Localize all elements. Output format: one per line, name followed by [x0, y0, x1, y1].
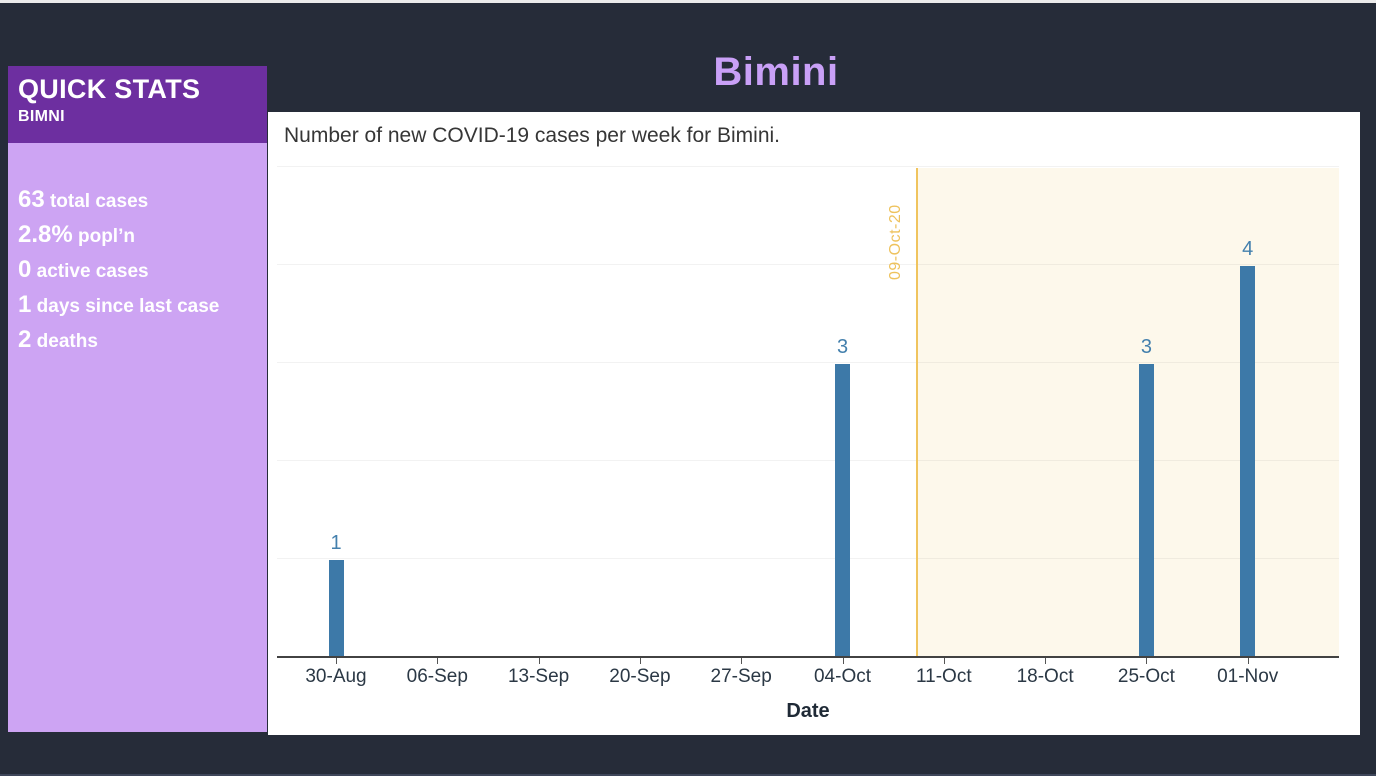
x-tick	[639, 658, 641, 664]
stat-population-pct: 2.8% popl’n	[18, 221, 135, 248]
x-tick-label: 25-Oct	[1117, 666, 1175, 687]
stat-deaths: 2 deaths	[18, 326, 98, 353]
x-tick	[336, 658, 337, 664]
bar-value-label: 3	[836, 336, 849, 358]
x-axis-title: Date	[786, 700, 830, 722]
x-tick	[538, 658, 540, 664]
x-tick-label: 20-Sep	[609, 666, 671, 687]
quick-stats-body: 63 total cases 2.8% popl’n 0 active case…	[8, 143, 267, 732]
x-tick-label: 04-Oct	[813, 666, 872, 687]
quick-stats-panel: QUICK STATS BIMNI 63 total cases 2.8% po…	[8, 66, 267, 732]
x-tick	[741, 658, 743, 664]
gridline	[277, 558, 1339, 559]
stat-active-cases: 0 active cases	[18, 256, 149, 283]
bar-25-Oct[interactable]	[1138, 364, 1154, 656]
annotation-label: 09-Oct-20	[887, 204, 904, 280]
x-tick	[842, 658, 844, 664]
annotation-line	[916, 168, 918, 656]
x-tick	[1247, 658, 1249, 664]
x-tick-label: 06-Sep	[406, 666, 468, 687]
chart-card: Number of new COVID-19 cases per week fo…	[268, 112, 1360, 735]
quick-stats-header: QUICK STATS BIMNI	[8, 66, 267, 143]
gridline	[277, 166, 1339, 167]
x-axis-line	[277, 656, 1339, 658]
bar-30-Aug[interactable]	[328, 560, 344, 656]
x-tick-label: 13-Sep	[507, 666, 570, 687]
x-tick	[1146, 658, 1148, 664]
x-tick-label: 11-Oct	[915, 666, 972, 687]
bar-value-label: 4	[1242, 238, 1254, 260]
bar-value-label: 3	[1140, 336, 1152, 358]
gridline	[277, 264, 1339, 265]
gridline	[277, 362, 1339, 363]
quick-stats-subtitle: BIMNI	[18, 108, 65, 125]
top-edge-strip	[0, 0, 1376, 3]
bar-value-label: 1	[330, 532, 342, 554]
plot-area: 1 3 3 4 09-Oct-20	[277, 166, 1339, 664]
x-tick	[1045, 658, 1047, 664]
x-tick-label: 27-Sep	[710, 666, 772, 687]
gridline	[277, 460, 1339, 461]
bottom-edge-strip	[0, 774, 1376, 776]
chart-title: Number of new COVID-19 cases per week fo…	[284, 124, 781, 147]
bar-04-Oct[interactable]	[835, 364, 850, 656]
x-tick	[437, 658, 439, 664]
stat-total-cases: 63 total cases	[18, 186, 149, 213]
x-tick-label: 30-Aug	[305, 666, 367, 687]
quick-stats-title: QUICK STATS	[18, 74, 201, 104]
page-title: Bimini	[713, 50, 839, 94]
x-tick-label: 01-Nov	[1217, 666, 1279, 687]
x-tick	[943, 658, 945, 664]
annotation-shaded-region	[918, 168, 1339, 656]
x-tick-label: 18-Oct	[1016, 666, 1074, 687]
bar-01-Nov[interactable]	[1240, 266, 1256, 656]
stat-days-since-last-case: 1 days since last case	[18, 291, 220, 318]
